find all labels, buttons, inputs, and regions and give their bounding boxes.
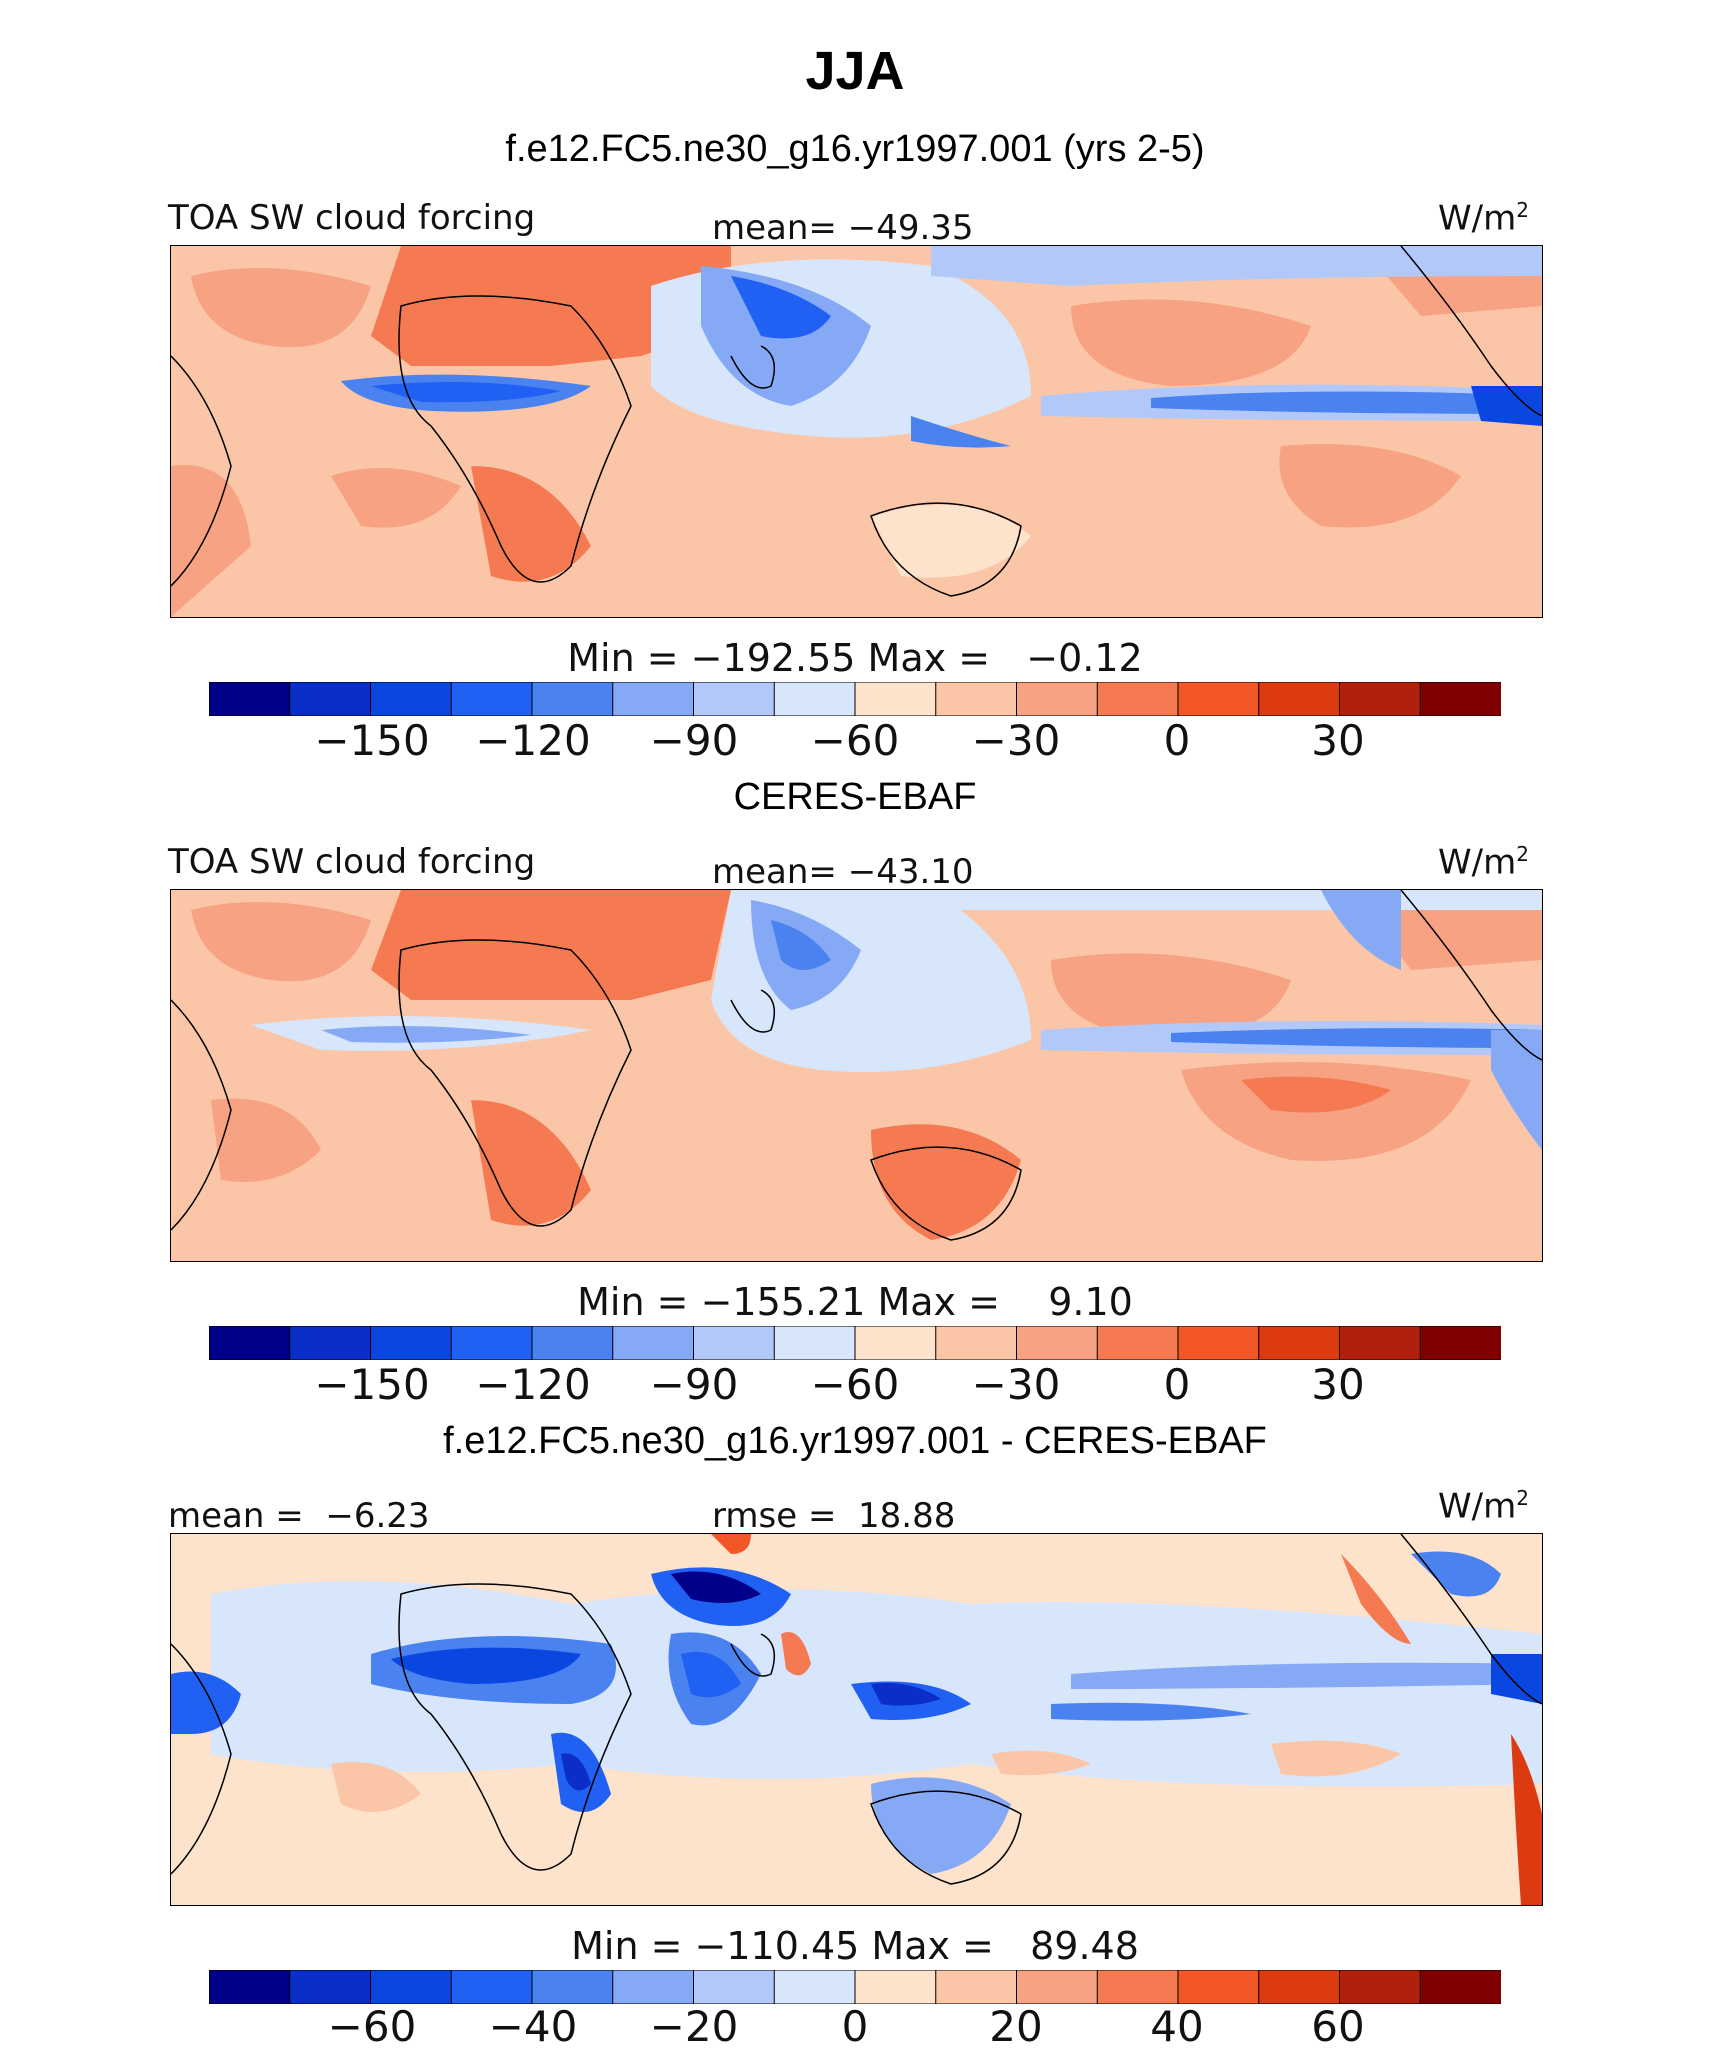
colorbar-swatch: [289, 1969, 372, 2005]
colorbar-swatch: [531, 1969, 614, 2005]
colorbar-swatch: [208, 1325, 291, 1361]
panel3-colorbar-ticks: −60 −40 −20 0 20 40 60: [0, 2002, 1710, 2048]
colorbar-swatch: [1177, 681, 1260, 717]
colorbar-swatch: [370, 1325, 453, 1361]
panel1-map: [170, 245, 1543, 618]
colorbar-swatch: [1419, 1325, 1502, 1361]
colorbar-swatch: [854, 681, 937, 717]
panel2-colorbar-ticks: −150 −120 −90 −60 −30 0 30: [0, 1360, 1710, 1412]
colorbar-swatch: [1177, 1969, 1260, 2005]
panel2-tick-label: −90: [649, 1360, 739, 1409]
colorbar-swatch: [1016, 1325, 1099, 1361]
panel3-tick-label: −20: [649, 2002, 739, 2048]
colorbar-swatch: [1339, 681, 1422, 717]
colorbar-swatch: [935, 1969, 1018, 2005]
colorbar-swatch: [208, 681, 291, 717]
colorbar-swatch: [1258, 1969, 1341, 2005]
panel2-mean-label: mean= −43.10: [712, 852, 974, 892]
colorbar-swatch: [612, 1969, 695, 2005]
colorbar-swatch: [450, 1969, 533, 2005]
colorbar-swatch: [773, 1969, 856, 2005]
colorbar-swatch: [289, 1325, 372, 1361]
colorbar-swatch: [693, 1325, 776, 1361]
colorbar-swatch: [1339, 1969, 1422, 2005]
colorbar-swatch: [450, 681, 533, 717]
panel3-colorbar: [208, 1969, 1502, 2008]
panel1-tick-label: −60: [810, 716, 900, 765]
panel2-minmax: Min = −155.21 Max = 9.10: [577, 1280, 1133, 1324]
panel1-minmax: Min = −192.55 Max = −0.12: [567, 636, 1143, 680]
panel2-tick-label: −30: [971, 1360, 1061, 1409]
panel2-variable-label: TOA SW cloud forcing: [168, 842, 536, 882]
colorbar-swatch: [1096, 1969, 1179, 2005]
colorbar-swatch: [370, 681, 453, 717]
panel3-minmax: Min = −110.45 Max = 89.48: [571, 1924, 1139, 1968]
colorbar-swatch: [208, 1969, 291, 2005]
colorbar-swatch: [693, 1969, 776, 2005]
case-title: f.e12.FC5.ne30_g16.yr1997.001 (yrs 2-5): [505, 128, 1205, 170]
panel3-tick-label: −60: [327, 2002, 417, 2048]
colorbar-swatch: [1419, 681, 1502, 717]
colorbar-swatch: [1096, 1325, 1179, 1361]
colorbar-swatch: [1096, 681, 1179, 717]
panel2-colorbar: [208, 1325, 1502, 1364]
panel2-tick-label: 0: [1163, 1360, 1191, 1409]
panel3-mean-label: mean = −6.23: [168, 1496, 430, 1536]
panel1-mean-label: mean= −49.35: [712, 208, 974, 248]
panel1-colorbar: [208, 681, 1502, 720]
panel2-tick-label: −60: [810, 1360, 900, 1409]
panel3-tick-label: −40: [488, 2002, 578, 2048]
colorbar-swatch: [935, 1325, 1018, 1361]
panel1-tick-label: −150: [314, 716, 430, 765]
colorbar-swatch: [531, 681, 614, 717]
colorbar-swatch: [370, 1969, 453, 2005]
panel1-tick-label: 30: [1311, 716, 1365, 765]
colorbar-swatch: [612, 1325, 695, 1361]
panel2-tick-label: −150: [314, 1360, 430, 1409]
colorbar-swatch: [612, 681, 695, 717]
colorbar-swatch: [1258, 1325, 1341, 1361]
colorbar-swatch: [773, 1325, 856, 1361]
colorbar-swatch: [450, 1325, 533, 1361]
panel2-tick-label: 30: [1311, 1360, 1365, 1409]
colorbar-swatch: [1258, 681, 1341, 717]
panel3-tick-label: 40: [1150, 2002, 1204, 2048]
colorbar-swatch: [773, 681, 856, 717]
colorbar-swatch: [289, 681, 372, 717]
panel1-tick-label: −120: [475, 716, 591, 765]
panel2-map: [170, 889, 1543, 1262]
panel1-tick-label: 0: [1163, 716, 1191, 765]
panel1-units-label: W/m2: [1438, 198, 1529, 239]
panel3-rmse-label: rmse = 18.88: [712, 1496, 956, 1536]
panel3-tick-label: 60: [1311, 2002, 1365, 2048]
panel2-units-label: W/m2: [1438, 842, 1529, 883]
colorbar-swatch: [1016, 681, 1099, 717]
panel3-tick-label: 0: [841, 2002, 869, 2048]
colorbar-swatch: [531, 1325, 614, 1361]
panel1-tick-label: −30: [971, 716, 1061, 765]
panel3-map: [170, 1533, 1543, 1906]
figure-title: JJA: [805, 41, 905, 101]
colorbar-swatch: [1419, 1969, 1502, 2005]
panel1-tick-label: −90: [649, 716, 739, 765]
panel1-variable-label: TOA SW cloud forcing: [168, 198, 536, 238]
panel1-colorbar-ticks: −150 −120 −90 −60 −30 0 30: [0, 716, 1710, 768]
panel3-title: f.e12.FC5.ne30_g16.yr1997.001 - CERES-EB…: [443, 1420, 1267, 1462]
panel2-tick-label: −120: [475, 1360, 591, 1409]
colorbar-swatch: [935, 681, 1018, 717]
colorbar-swatch: [1016, 1969, 1099, 2005]
panel2-title: CERES-EBAF: [733, 776, 977, 818]
colorbar-swatch: [1177, 1325, 1260, 1361]
colorbar-swatch: [854, 1325, 937, 1361]
colorbar-swatch: [854, 1969, 937, 2005]
colorbar-swatch: [693, 681, 776, 717]
colorbar-swatch: [1339, 1325, 1422, 1361]
panel3-tick-label: 20: [989, 2002, 1043, 2048]
panel3-units-label: W/m2: [1438, 1486, 1529, 1527]
